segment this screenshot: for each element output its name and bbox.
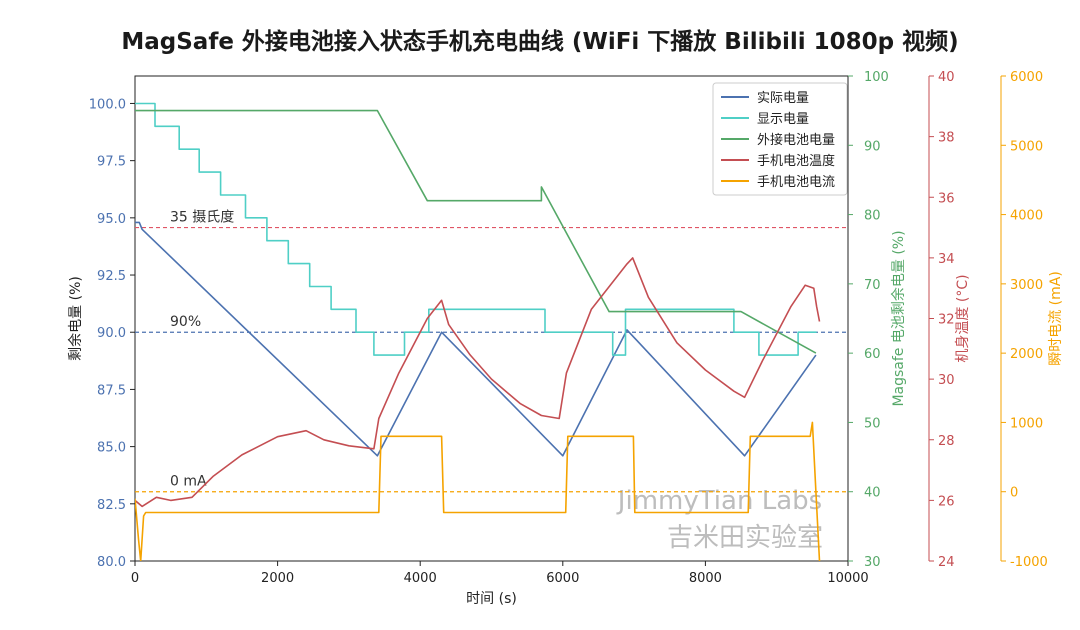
temp-tick-label: 38 xyxy=(938,131,955,146)
magsafe-tick-label: 80 xyxy=(864,209,881,224)
current-tick-label: 0 xyxy=(1010,486,1018,501)
left-tick-label: 95.0 xyxy=(97,212,126,227)
left-tick-label: 100.0 xyxy=(89,97,126,112)
legend-label: 显示电量 xyxy=(757,112,809,127)
reference-line-label: 0 mA xyxy=(170,474,207,490)
current-tick-label: -1000 xyxy=(1010,555,1048,570)
chart-title: MagSafe 外接电池接入状态手机充电曲线 (WiFi 下播放 Bilibil… xyxy=(121,29,959,55)
left-tick-label: 85.0 xyxy=(97,441,126,456)
x-tick-label: 0 xyxy=(131,571,139,586)
x-axis-label: 时间 (s) xyxy=(466,591,517,607)
reference-line-label: 35 摄氏度 xyxy=(170,210,234,226)
left-tick-label: 80.0 xyxy=(97,555,126,570)
series-line-手机电池温度 xyxy=(135,257,821,508)
legend-label: 手机电池电流 xyxy=(757,175,835,190)
left-tick-label: 87.5 xyxy=(97,383,126,398)
temp-tick-label: 26 xyxy=(938,494,955,509)
temp-axis-label: 机身温度 (°C) xyxy=(955,274,971,362)
temp-tick-label: 30 xyxy=(938,373,955,388)
magsafe-tick-label: 40 xyxy=(864,486,881,501)
x-tick-label: 6000 xyxy=(546,571,579,586)
x-tick-label: 10000 xyxy=(827,571,868,586)
magsafe-tick-label: 90 xyxy=(864,139,881,154)
left-tick-label: 90.0 xyxy=(97,326,126,341)
temp-tick-label: 36 xyxy=(938,191,955,206)
legend-label: 外接电池电量 xyxy=(757,132,835,148)
current-tick-label: 2000 xyxy=(1010,347,1043,362)
magsafe-tick-label: 60 xyxy=(864,347,881,362)
x-tick-label: 4000 xyxy=(404,571,437,586)
series-line-显示电量 xyxy=(135,102,817,356)
temp-tick-label: 34 xyxy=(938,252,955,267)
legend-label: 手机电池温度 xyxy=(757,153,835,169)
magsafe-tick-label: 70 xyxy=(864,278,881,293)
magsafe-axis-label: Magsafe 电池剩余电量 (%) xyxy=(890,230,907,406)
left-axis-label: 剩余电量 (%) xyxy=(67,276,84,361)
current-tick-label: 4000 xyxy=(1010,209,1043,224)
reference-line-label: 90% xyxy=(170,314,201,330)
legend-label: 实际电量 xyxy=(757,91,809,106)
magsafe-tick-label: 100 xyxy=(864,70,889,85)
legend-box xyxy=(712,82,848,196)
series-line-手机电池电流 xyxy=(135,421,821,561)
current-axis-label: 瞬时电流 (mA) xyxy=(1048,271,1064,366)
current-tick-label: 5000 xyxy=(1010,139,1043,154)
x-tick-label: 2000 xyxy=(261,571,294,586)
temp-tick-label: 24 xyxy=(938,555,955,570)
temp-tick-label: 40 xyxy=(938,70,955,85)
temp-tick-label: 32 xyxy=(938,313,955,328)
series-line-实际电量 xyxy=(135,221,817,457)
series-line-外接电池电量 xyxy=(135,109,817,354)
current-tick-label: 3000 xyxy=(1010,278,1043,293)
current-tick-label: 6000 xyxy=(1010,70,1043,85)
left-tick-label: 82.5 xyxy=(97,498,126,513)
plot-frame xyxy=(134,75,849,562)
temp-tick-label: 28 xyxy=(938,434,955,449)
watermark-line-1: JimmyTian Labs xyxy=(616,486,822,516)
series-group xyxy=(135,102,821,561)
left-tick-label: 92.5 xyxy=(97,269,126,284)
left-tick-label: 97.5 xyxy=(97,155,126,170)
x-tick-label: 8000 xyxy=(689,571,722,586)
watermark-line-2: 吉米田实验室 xyxy=(667,523,823,553)
current-tick-label: 1000 xyxy=(1010,416,1043,431)
magsafe-tick-label: 50 xyxy=(864,416,881,431)
magsafe-tick-label: 30 xyxy=(864,555,881,570)
